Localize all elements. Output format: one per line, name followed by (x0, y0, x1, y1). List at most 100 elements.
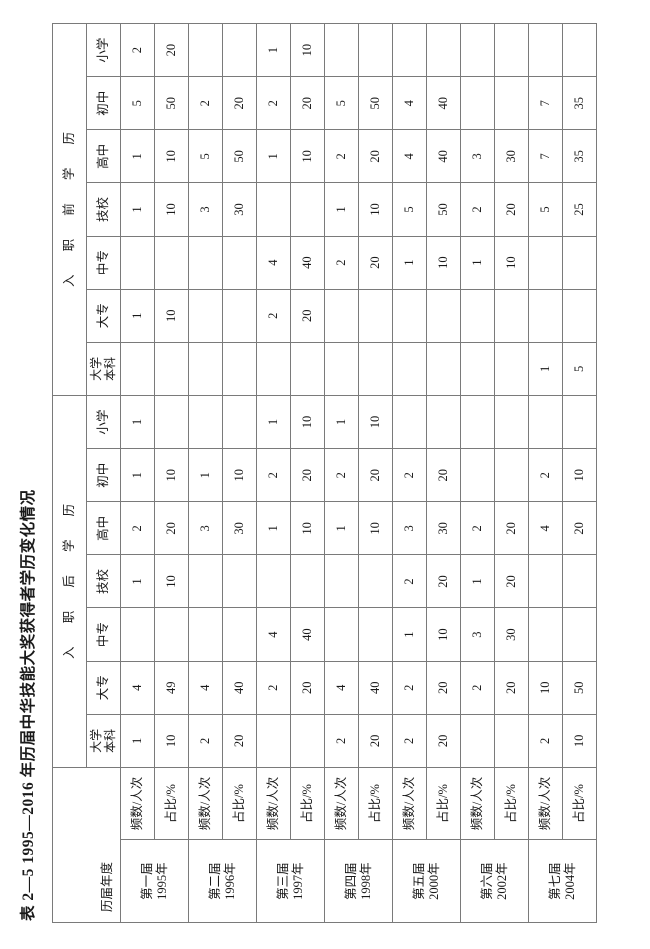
session-name: 第四届 (344, 862, 359, 900)
table-cell: 40 (290, 236, 325, 290)
table-cell: 20 (426, 554, 461, 608)
column-header-post-6: 小学 (86, 395, 121, 449)
table-cell: 40 (426, 129, 461, 183)
table-cell (290, 182, 325, 237)
table-cell: 3 (188, 182, 223, 237)
session-year: 1997年 (290, 862, 305, 900)
table-cell: 2 (460, 661, 495, 715)
session-name: 第六届 (480, 862, 495, 900)
table-row: 第四届 1998年 频数/人次 2 4 1 2 1 2 1 2 5 (324, 23, 393, 923)
table-cell: 1 (528, 342, 563, 396)
table-cell: 2 (392, 661, 427, 715)
table-cell: 1 (120, 182, 155, 237)
table-cell (392, 395, 427, 449)
table-row: 占比/% 20 40 10 20 10 20 10 20 50 (358, 23, 393, 923)
table-cell (120, 342, 155, 396)
row-label-metric: 频数/人次 (392, 767, 427, 840)
table-cell: 10 (494, 236, 529, 290)
column-header-post-2: 中专 (86, 608, 121, 662)
table-cell: 2 (188, 714, 223, 768)
table-cell: 4 (324, 661, 359, 715)
table-cell (460, 395, 495, 449)
table-cell: 49 (154, 661, 189, 715)
table-cell: 10 (426, 236, 461, 290)
table-cell: 10 (290, 129, 325, 183)
column-header-pre-2: 中专 (86, 236, 121, 290)
table-cell (120, 236, 155, 290)
table-cell: 2 (188, 76, 223, 130)
table-row: 占比/% 20 40 10 20 10 20 40 10 20 10 (290, 23, 325, 923)
table-cell: 2 (460, 501, 495, 555)
table-cell: 1 (120, 448, 155, 502)
table-cell: 10 (426, 608, 461, 662)
row-label-metric: 占比/% (358, 767, 393, 840)
table-cell: 10 (154, 182, 189, 237)
table-cell: 20 (222, 714, 257, 768)
table-cell: 1 (256, 129, 291, 183)
table-cell: 1 (324, 395, 359, 449)
table-cell: 2 (324, 448, 359, 502)
table-cell (460, 76, 495, 130)
session-name: 第一届 (140, 862, 155, 900)
table-cell (188, 236, 223, 290)
row-label-metric: 频数/人次 (324, 767, 359, 840)
table-cell (494, 448, 529, 502)
table-cell (528, 289, 563, 343)
table-cell (290, 342, 325, 396)
row-label-session: 第一届 1995年 (120, 839, 189, 923)
table-cell: 5 (188, 129, 223, 183)
table-cell: 5 (120, 76, 155, 130)
education-change-table: 历届年度入 职 后 学 历入 职 前 学 历大学 本科 大专 中专 技校 高中 初中 小学 大学… (52, 23, 597, 923)
column-header-pre-3: 技校 (86, 182, 121, 237)
table-cell: 20 (426, 714, 461, 768)
table-cell: 20 (358, 448, 393, 502)
table-cell: 50 (426, 182, 461, 237)
row-label-metric: 占比/% (426, 767, 461, 840)
table-row: 占比/% 10 50 20 10 5 25 35 35 (562, 23, 597, 923)
table-cell: 2 (324, 129, 359, 183)
row-label-metric: 占比/% (562, 767, 597, 840)
col-header-line2: 本科 (102, 356, 117, 381)
table-cell: 2 (324, 714, 359, 768)
table-row: 第七届 2004年 频数/人次 2 10 4 2 1 5 7 7 (528, 23, 597, 923)
table-cell: 1 (460, 554, 495, 608)
table-cell (256, 714, 291, 768)
table-cell: 50 (358, 76, 393, 130)
table-cell (358, 608, 393, 662)
table-cell: 10 (290, 501, 325, 555)
table-cell (324, 289, 359, 343)
table-cell: 5 (528, 182, 563, 237)
table-cell: 10 (358, 395, 393, 449)
table-cell: 20 (290, 289, 325, 343)
table-cell (256, 182, 291, 237)
table-cell (290, 714, 325, 768)
column-group-header-pre: 入 职 前 学 历 (52, 23, 87, 396)
table-cell: 20 (222, 76, 257, 130)
table-cell: 20 (358, 236, 393, 290)
table-cell: 35 (562, 129, 597, 183)
table-cell (222, 554, 257, 608)
table-cell (358, 23, 393, 77)
row-label-session: 第六届 2002年 (460, 839, 529, 923)
table-cell: 7 (528, 129, 563, 183)
row-label-metric: 占比/% (154, 767, 189, 840)
table-cell: 2 (256, 76, 291, 130)
column-header-pre-6: 小学 (86, 23, 121, 77)
table-cell: 30 (494, 608, 529, 662)
table-cell: 20 (494, 501, 529, 555)
table-cell: 1 (188, 448, 223, 502)
table-cell (358, 342, 393, 396)
table-cell (460, 448, 495, 502)
table-row: 第三届 1997年 频数/人次 2 4 1 2 1 2 4 1 2 1 (256, 23, 325, 923)
table-cell (460, 23, 495, 77)
table-cell: 1 (324, 501, 359, 555)
table-cell: 50 (154, 76, 189, 130)
column-header-post-1: 大专 (86, 661, 121, 715)
table-cell (562, 608, 597, 662)
row-header-corner: 历届年度 (52, 767, 121, 923)
session-name: 第五届 (412, 862, 427, 900)
table-cell (154, 395, 189, 449)
table-cell (494, 23, 529, 77)
session-year: 1995年 (154, 862, 169, 900)
